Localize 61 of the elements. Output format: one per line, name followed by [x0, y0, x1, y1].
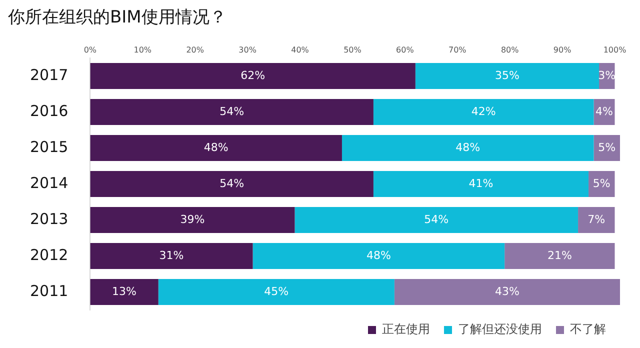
data-label: 48%: [204, 140, 228, 154]
y-tick-label: 2013: [30, 210, 68, 228]
y-tick-label: 2016: [30, 102, 68, 120]
x-tick-label: 20%: [186, 45, 204, 54]
data-label: 7%: [588, 212, 606, 226]
bar: [90, 279, 158, 305]
y-tick-label: 2014: [30, 174, 68, 192]
legend-label: 了解但还没使用: [458, 322, 542, 336]
data-label: 54%: [424, 212, 449, 226]
bar: [294, 207, 578, 233]
data-label: 41%: [468, 176, 494, 190]
x-tick-label: 30%: [238, 45, 257, 54]
data-label: 39%: [180, 212, 205, 226]
x-tick-label: 50%: [344, 45, 362, 54]
legend-label: 不了解: [570, 322, 606, 336]
y-tick-label: 2012: [30, 246, 68, 264]
legend-label: 正在使用: [382, 322, 430, 336]
data-label: 62%: [240, 68, 266, 82]
y-tick-label: 2017: [30, 66, 68, 84]
bar: [394, 279, 620, 305]
data-label: 35%: [494, 68, 520, 82]
bar: [90, 207, 295, 233]
data-label: 54%: [220, 104, 244, 118]
data-label: 13%: [112, 284, 136, 298]
bar: [90, 171, 374, 197]
data-label: 48%: [366, 248, 391, 262]
data-label: 5%: [598, 140, 616, 154]
data-label: 43%: [494, 284, 520, 298]
bar: [90, 135, 342, 161]
data-label: 48%: [456, 140, 480, 154]
bar: [373, 171, 589, 197]
y-tick-label: 2015: [30, 138, 68, 156]
bar: [90, 99, 374, 125]
chart-title: 你所在组织的BIM使用情况？: [7, 8, 226, 28]
bar: [504, 243, 615, 269]
x-tick-label: 100%: [603, 45, 627, 54]
data-label: 42%: [471, 104, 496, 118]
x-tick-label: 70%: [448, 45, 467, 54]
bar: [588, 171, 615, 197]
x-tick-label: 90%: [553, 45, 572, 54]
data-label: 54%: [220, 176, 244, 190]
x-tick-label: 0%: [84, 45, 97, 54]
data-label: 4%: [596, 104, 613, 118]
data-label: 21%: [547, 248, 572, 262]
bar: [158, 279, 394, 305]
y-tick-label: 2011: [30, 282, 68, 300]
bar: [415, 63, 600, 89]
data-label: 31%: [159, 248, 184, 262]
x-tick-label: 40%: [291, 45, 310, 54]
x-tick-label: 80%: [500, 45, 520, 54]
data-label: 3%: [598, 68, 616, 82]
bar: [578, 207, 615, 233]
x-tick-label: 60%: [396, 45, 414, 54]
bar: [90, 63, 416, 89]
bar: [342, 135, 594, 161]
data-label: 45%: [264, 284, 289, 298]
data-label: 5%: [592, 176, 610, 190]
bar: [373, 99, 594, 125]
bar: [252, 243, 505, 269]
bar: [90, 243, 253, 269]
x-tick-label: 10%: [134, 45, 152, 54]
